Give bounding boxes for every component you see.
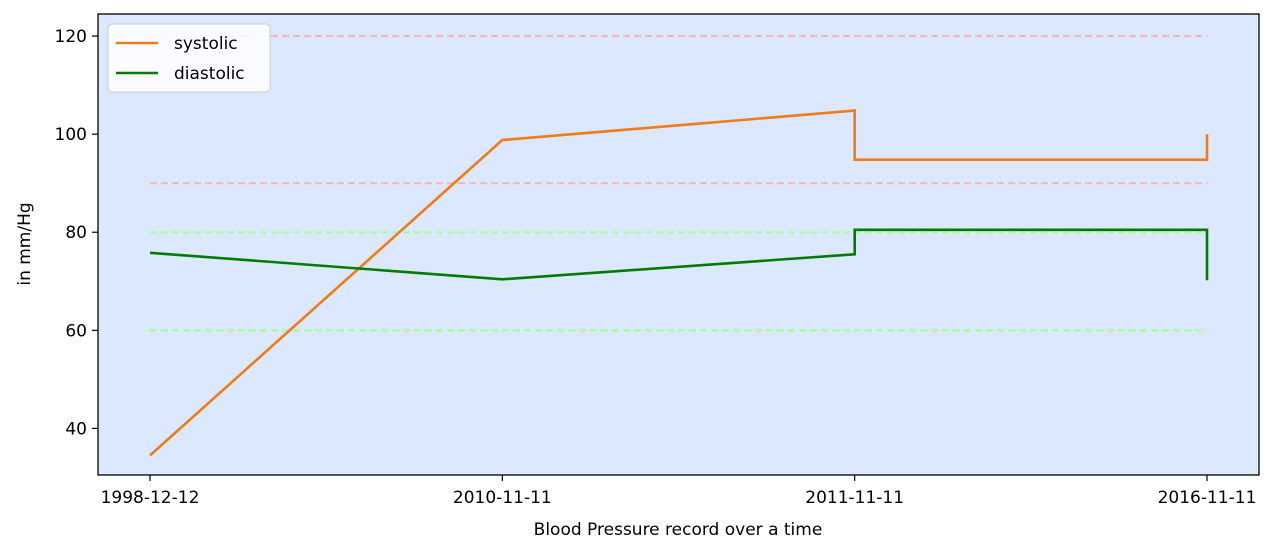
x-axis-label: Blood Pressure record over a time (534, 520, 823, 540)
x-axis: 1998-12-12 2010-11-11 2011-11-11 2016-11-11 (101, 475, 1257, 508)
reference-lines (150, 35, 1207, 332)
legend-label-systolic: systolic (174, 34, 238, 54)
legend: systolic diastolic (107, 23, 271, 93)
y-tick-label: 120 (55, 27, 87, 47)
x-tick-label: 1998-12-12 (101, 488, 200, 508)
y-axis: 40 60 80 100 120 (55, 27, 98, 439)
legend-label-diastolic: diastolic (174, 64, 245, 84)
legend-box (107, 23, 271, 93)
y-axis-label: in mm/Hg (15, 202, 35, 285)
series-line-diastolic (149, 228, 1209, 281)
series-line-systolic (149, 109, 1209, 457)
y-tick-label: 40 (65, 419, 87, 439)
y-tick-label: 60 (65, 321, 87, 341)
x-tick-label: 2016-11-11 (1158, 488, 1257, 508)
y-tick-label: 80 (65, 223, 87, 243)
x-tick-label: 2010-11-11 (453, 488, 552, 508)
plot-background (98, 14, 1259, 475)
x-tick-label: 2011-11-11 (805, 488, 904, 508)
series-lines (149, 109, 1209, 457)
plot-frame (97, 13, 1260, 476)
y-tick-label: 100 (55, 125, 87, 145)
